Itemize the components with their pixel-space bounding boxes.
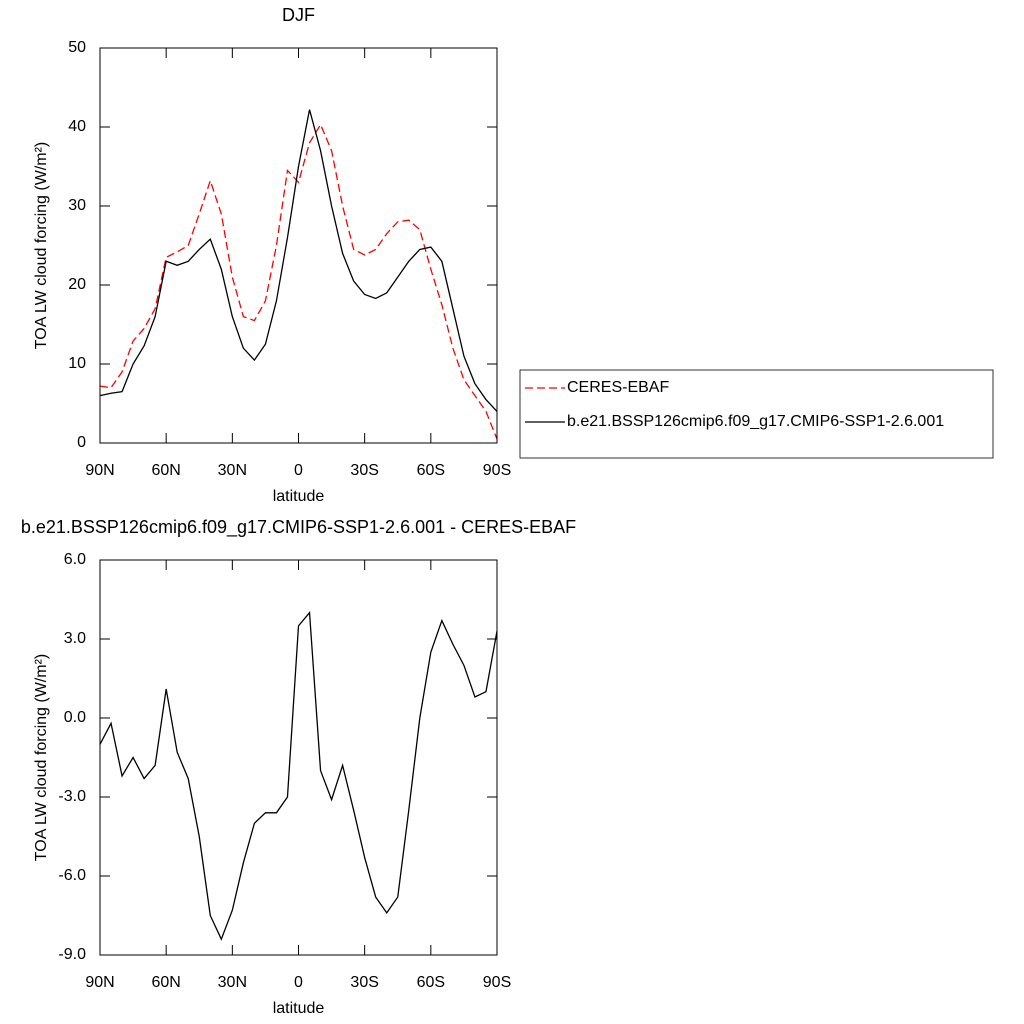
y-tick-label: 3.0 [64,630,86,647]
y-tick-label: 20 [68,276,86,293]
data-line [99,123,498,440]
y-tick-label: -9.0 [58,946,86,963]
y-tick-label: -6.0 [58,867,86,884]
y-tick-label: 6.0 [64,551,86,568]
x-tick-label: 30S [350,462,378,479]
x-tick-label: 60N [151,974,180,991]
legend-label: CERES-EBAF [567,379,669,396]
x-tick-label: 30N [218,462,247,479]
chart-title: b.e21.BSSP126cmip6.f09_g17.CMIP6-SSP1-2.… [21,517,576,538]
chart-title: DJF [282,5,315,25]
x-tick-label: 60S [417,974,445,991]
y-tick-label: 50 [68,39,86,56]
y-tick-label: -3.0 [58,788,86,805]
x-tick-label: 0 [294,974,303,991]
x-tick-label: 60N [151,462,180,479]
y-axis-label: TOA LW cloud forcing (W/m²) [33,142,50,349]
x-tick-label: 30N [218,974,247,991]
plot-frame [99,47,498,444]
x-tick-label: 90N [85,462,114,479]
x-tick-label: 90N [85,974,114,991]
plot-frame [99,559,498,956]
data-line [99,611,498,941]
legend-box [519,369,994,459]
y-tick-label: 30 [68,197,86,214]
x-tick-label: 30S [350,974,378,991]
x-axis-label: latitude [273,1000,325,1017]
x-tick-label: 0 [294,462,303,479]
data-line [99,109,498,412]
y-tick-label: 10 [68,355,86,372]
legend-label: b.e21.BSSP126cmip6.f09_g17.CMIP6-SSP1-2.… [567,413,944,430]
x-tick-label: 90S [483,974,511,991]
y-tick-label: 0 [77,434,86,451]
x-axis-label: latitude [273,488,325,505]
y-axis-label: TOA LW cloud forcing (W/m²) [33,654,50,861]
x-tick-label: 60S [417,462,445,479]
x-tick-label: 90S [483,462,511,479]
y-tick-label: 40 [68,118,86,135]
y-tick-label: 0.0 [64,709,86,726]
